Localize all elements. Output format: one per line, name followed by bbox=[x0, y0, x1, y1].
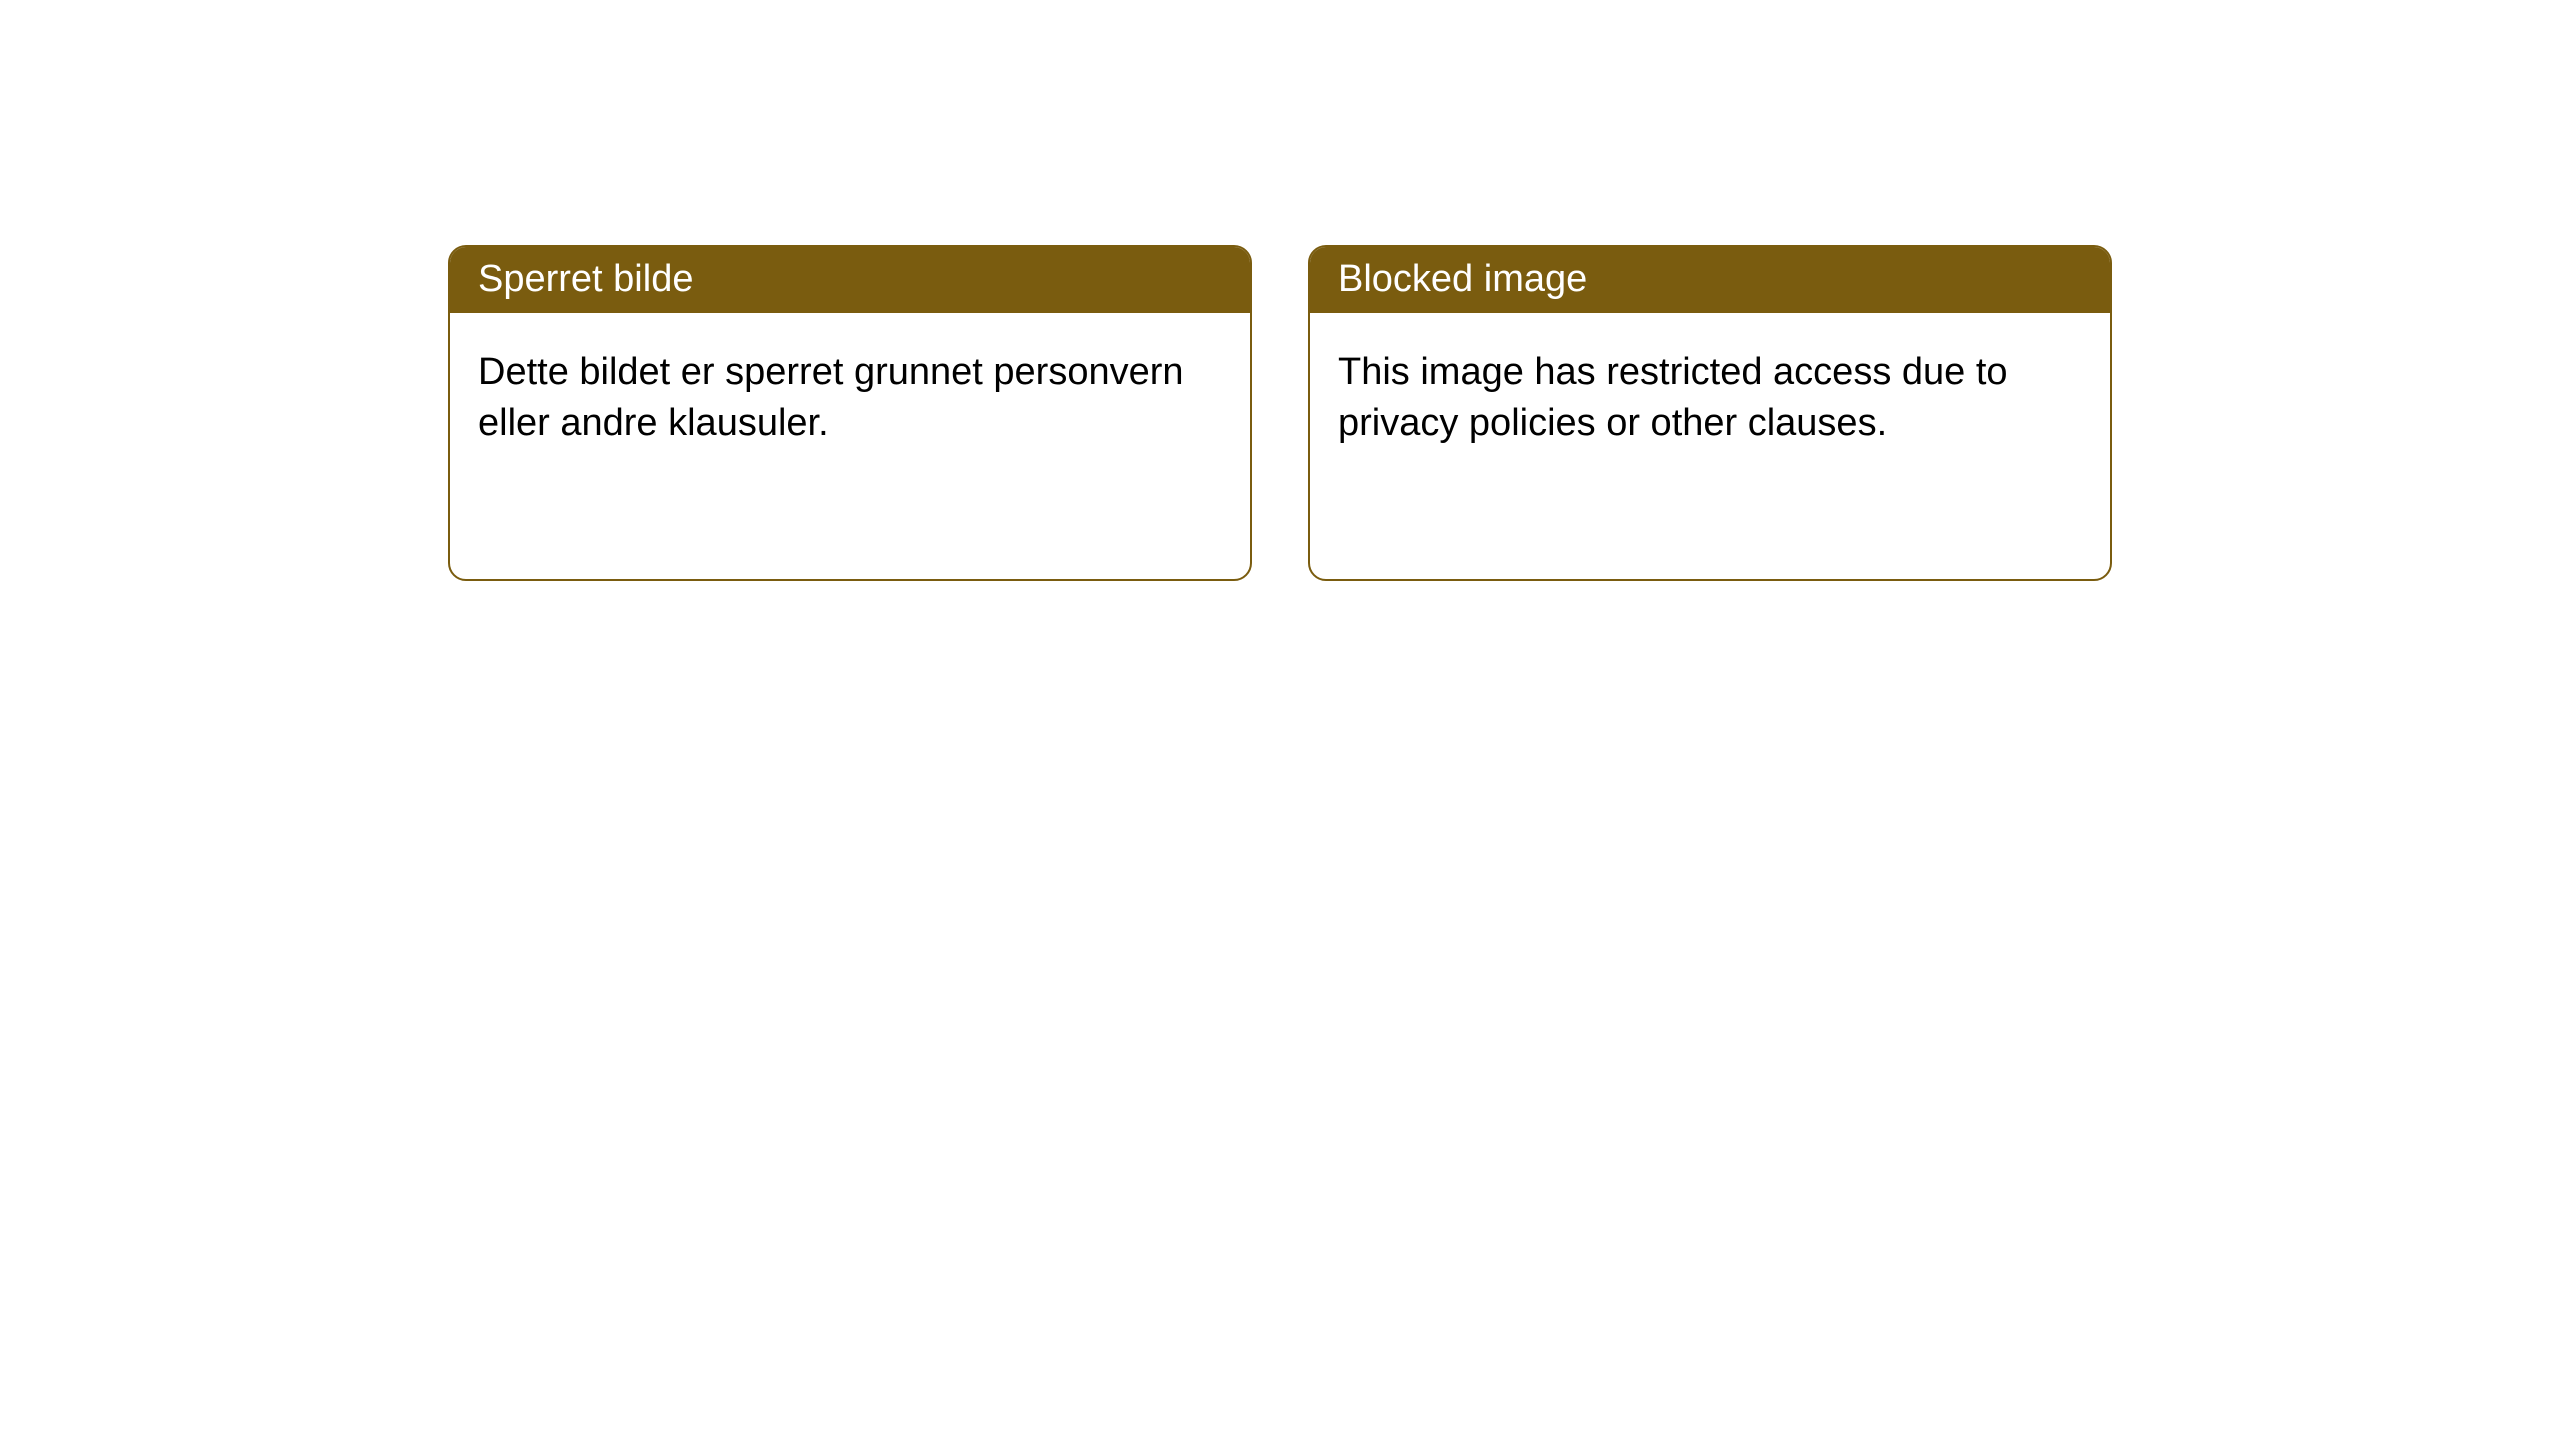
notice-header: Sperret bilde bbox=[450, 247, 1250, 313]
notice-card-norwegian: Sperret bilde Dette bildet er sperret gr… bbox=[448, 245, 1252, 581]
notice-container: Sperret bilde Dette bildet er sperret gr… bbox=[0, 0, 2560, 581]
notice-card-english: Blocked image This image has restricted … bbox=[1308, 245, 2112, 581]
notice-header: Blocked image bbox=[1310, 247, 2110, 313]
notice-body: Dette bildet er sperret grunnet personve… bbox=[450, 313, 1250, 484]
notice-body: This image has restricted access due to … bbox=[1310, 313, 2110, 484]
